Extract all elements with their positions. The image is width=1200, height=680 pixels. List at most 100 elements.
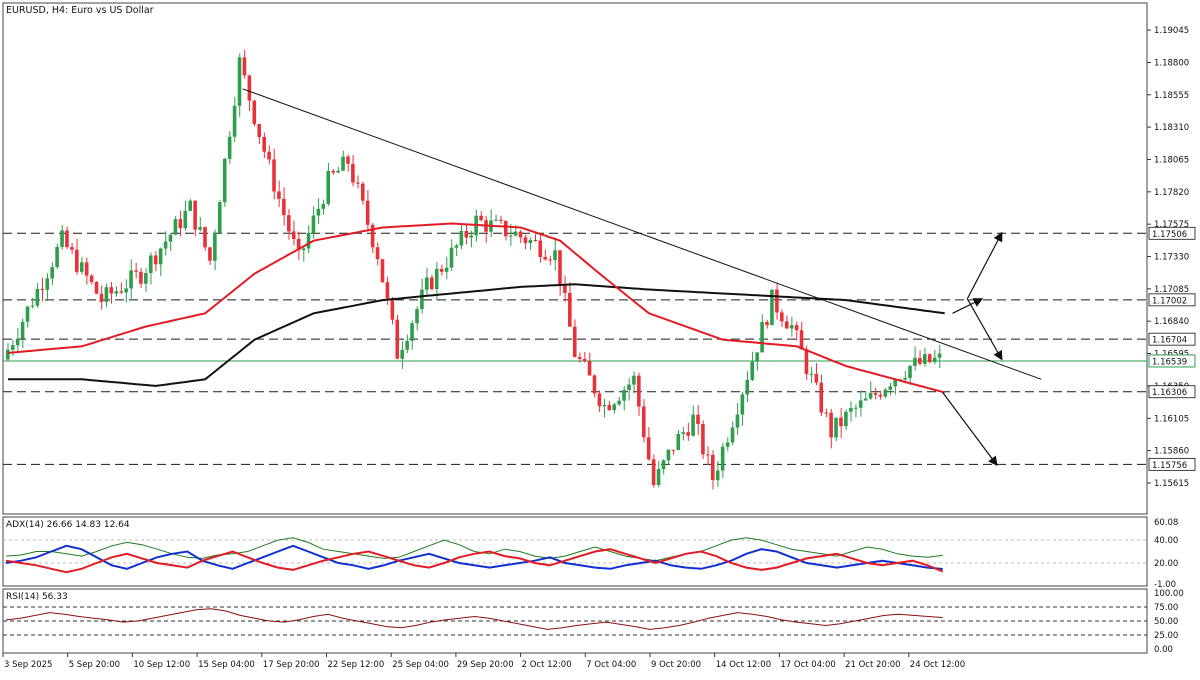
level-price-tag	[1148, 293, 1196, 307]
candle-body	[819, 382, 824, 413]
moving-average-slow	[8, 283, 945, 387]
candle-body	[341, 156, 345, 171]
candle-body	[908, 365, 912, 378]
level-price-tag	[1148, 385, 1196, 399]
candle-body	[79, 262, 84, 272]
candle-body	[893, 379, 897, 387]
candle-body	[168, 234, 173, 242]
time-tick-label: 22 Sep 12:00	[328, 660, 385, 670]
candle-body	[839, 417, 843, 427]
candle-body	[671, 449, 676, 451]
rsi-line	[5, 608, 943, 630]
candle-body	[291, 231, 296, 240]
time-tick-label: 5 Sep 20:00	[69, 660, 120, 670]
candle-body	[666, 449, 671, 461]
candle-body	[863, 398, 868, 401]
candle-body	[45, 278, 50, 290]
time-tick-label: 17 Sep 20:00	[263, 660, 320, 670]
candle-body	[538, 240, 543, 258]
adx-title: ADX(14) 26.66 14.83 12.64	[6, 520, 130, 530]
candle-body	[686, 432, 690, 436]
candle-body	[597, 393, 602, 407]
candle-body	[824, 412, 828, 414]
candle-body	[114, 291, 119, 294]
candle-body	[765, 322, 769, 326]
candle-body	[715, 470, 720, 481]
candle-body	[163, 241, 168, 249]
scenario-arrow	[966, 231, 1003, 300]
candle-body	[336, 170, 340, 173]
candle-body	[351, 163, 355, 183]
candle-body	[706, 454, 710, 456]
moving-average-fast	[7, 222, 945, 394]
candle-body	[755, 352, 759, 362]
candle-body	[503, 220, 508, 237]
candle-body	[577, 356, 582, 359]
candle-body	[730, 427, 735, 443]
candle-body	[242, 57, 247, 76]
candle-body	[385, 282, 390, 299]
level-price-label: 1.16306	[1152, 388, 1187, 398]
candle-body	[794, 325, 799, 331]
time-tick-label: 7 Oct 04:00	[586, 660, 636, 670]
candle-body	[237, 57, 242, 106]
candle-body	[178, 219, 183, 229]
candle-body	[701, 423, 705, 455]
candle-body	[193, 200, 197, 230]
candle-body	[296, 239, 301, 251]
candle-body	[35, 288, 40, 306]
candle-body	[227, 136, 232, 159]
candle-body	[937, 353, 942, 358]
candle-body	[543, 257, 547, 260]
candle-body	[780, 312, 784, 322]
candle-body	[55, 246, 59, 268]
level-price-tag	[1148, 226, 1196, 240]
candle-body	[50, 267, 54, 279]
level-price-tag	[1148, 332, 1196, 346]
candle-body	[60, 230, 64, 247]
candle-body	[784, 321, 789, 329]
candle-body	[523, 237, 528, 244]
candle-body	[262, 136, 266, 152]
candle-body	[390, 298, 395, 320]
candle-body	[513, 231, 518, 236]
candle-body	[622, 389, 626, 401]
candle-body	[804, 349, 809, 374]
candle-body	[553, 250, 557, 261]
candle-body	[849, 408, 853, 412]
candle-body	[494, 219, 498, 221]
candle-body	[637, 375, 641, 407]
adx-line	[5, 537, 943, 562]
candle-body	[439, 268, 444, 272]
candle-body	[479, 215, 483, 221]
candle-body	[316, 208, 321, 216]
level-price-label: 1.17506	[1152, 230, 1187, 240]
time-tick-label: 21 Oct 20:00	[845, 660, 900, 670]
price-pane[interactable]	[2, 2, 1148, 515]
candle-body	[277, 191, 281, 199]
level-price-label: 1.16704	[1152, 336, 1187, 346]
candle-body	[429, 277, 434, 290]
candle-body	[213, 233, 217, 261]
candle-body	[878, 394, 883, 397]
time-tick-label: 9 Oct 20:00	[651, 660, 701, 670]
candle-body	[725, 442, 730, 447]
candle-body	[40, 288, 45, 290]
candle-body	[65, 230, 69, 248]
candle-body	[740, 394, 745, 415]
minus-di-line	[5, 548, 944, 574]
candle-body	[153, 255, 158, 265]
candle-body	[400, 349, 404, 359]
candle-body	[888, 386, 893, 390]
candle-body	[563, 285, 567, 293]
candle-body	[903, 377, 907, 380]
candle-body	[94, 282, 99, 294]
candle-body	[380, 259, 385, 283]
candle-body	[459, 230, 464, 246]
candle-body	[829, 412, 833, 438]
current-price-tag	[1148, 354, 1196, 368]
adx-pane[interactable]	[2, 516, 1148, 587]
candle-body	[799, 330, 804, 350]
